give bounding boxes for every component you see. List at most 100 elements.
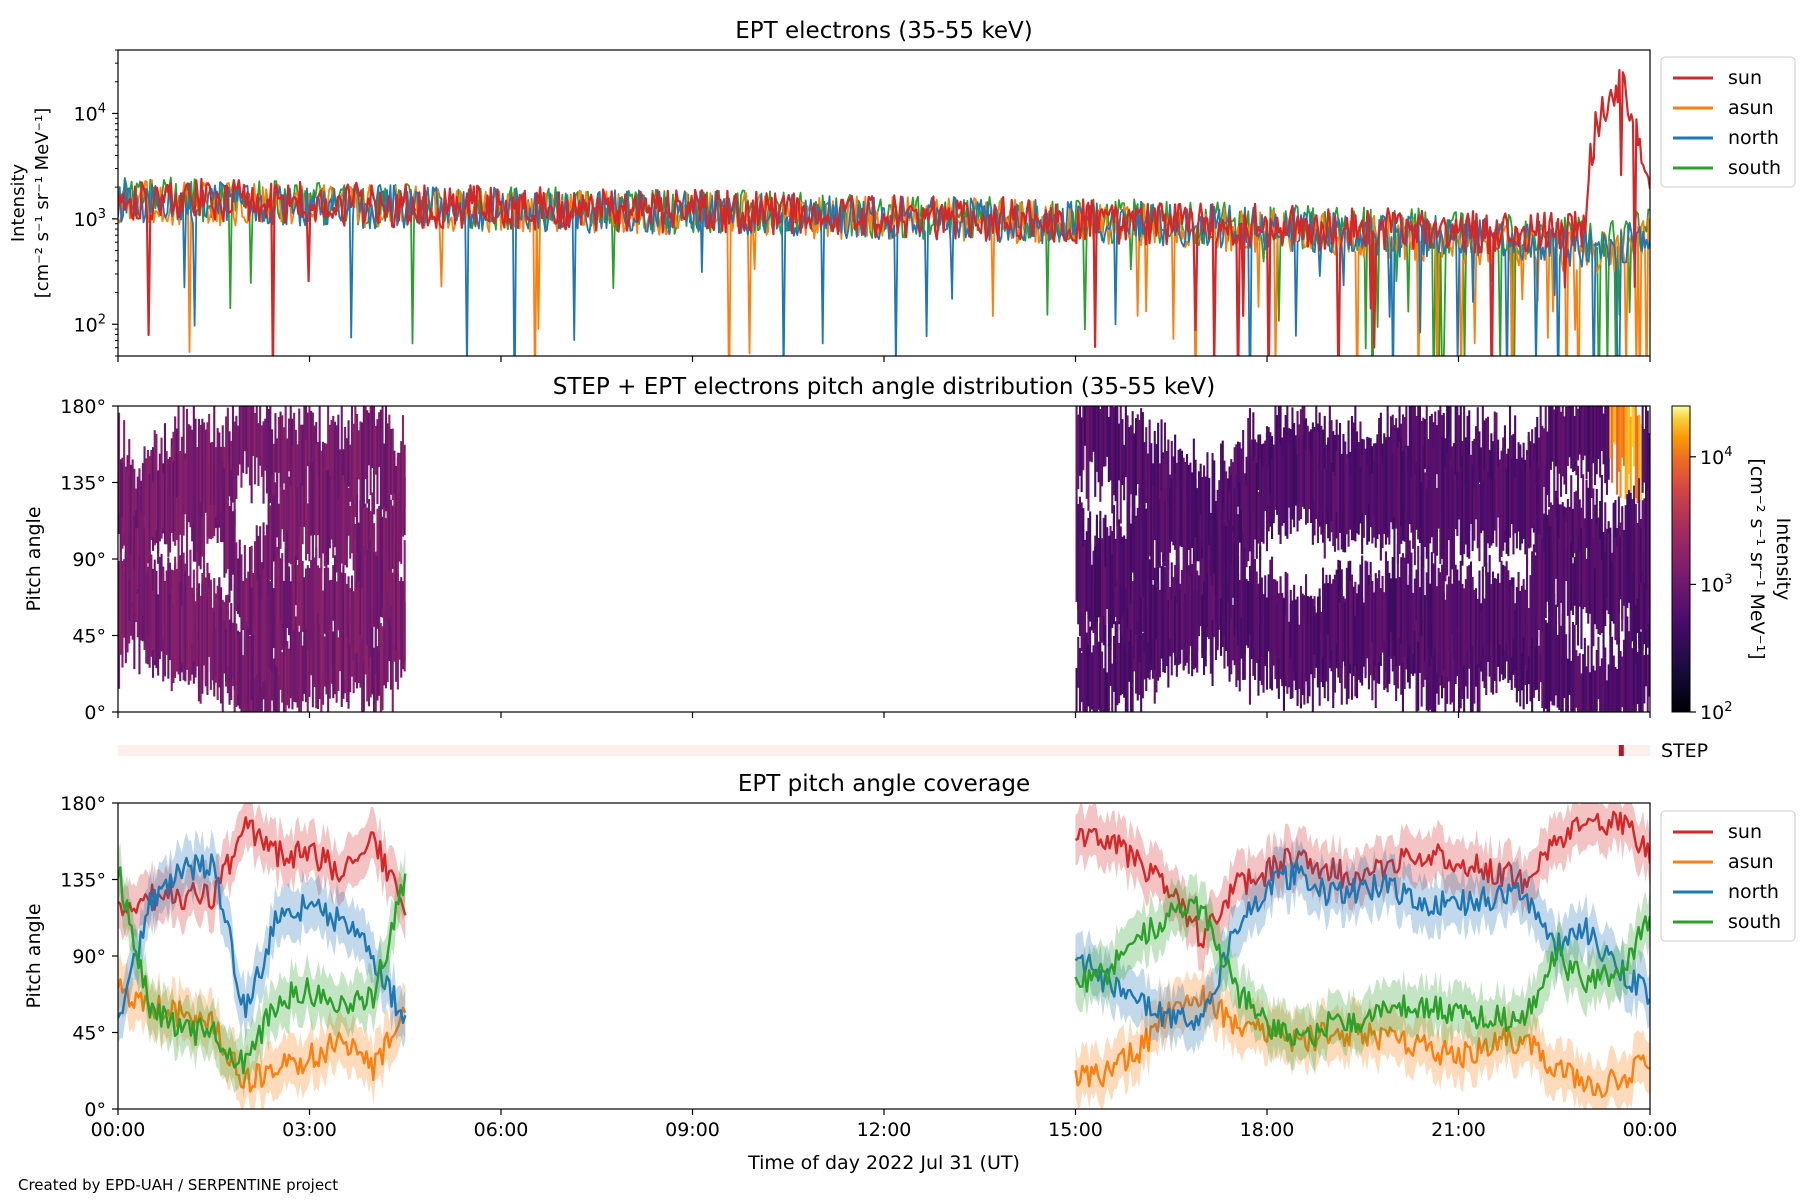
pad-cell	[350, 575, 353, 645]
pad-cell	[1136, 414, 1139, 485]
colorbar-tick-label: 103	[1700, 572, 1732, 596]
pad-cell	[1398, 576, 1401, 638]
pad-cell	[398, 581, 401, 639]
pad-cell	[1549, 526, 1552, 626]
pad-cell	[282, 489, 285, 542]
pad-cell	[208, 414, 211, 519]
pad-cell	[1582, 474, 1585, 589]
pad-cell	[129, 464, 132, 554]
pad-cell	[163, 582, 166, 653]
pad-cell	[1308, 596, 1311, 686]
pad-cell	[1548, 609, 1551, 712]
pad-cell	[281, 553, 284, 650]
pad-cell	[301, 424, 304, 498]
pad-cell	[373, 551, 376, 627]
pad-cell	[1597, 406, 1600, 459]
pad-cell	[357, 522, 360, 600]
pad-cell	[335, 425, 338, 486]
pad-cell	[1277, 428, 1280, 535]
pad-cell	[1473, 487, 1476, 541]
x-tick-label: 03:00	[282, 1119, 337, 1141]
pad-cell	[238, 632, 241, 709]
pad-cell	[1602, 644, 1605, 712]
pad-cell	[1578, 551, 1581, 607]
pad-cell	[1306, 624, 1309, 686]
pad-cell	[310, 560, 313, 648]
pad-cell	[1148, 559, 1151, 672]
pad-cell	[1442, 456, 1445, 570]
pad-cell	[1294, 599, 1297, 671]
pad-cell	[192, 569, 195, 662]
pad-cell	[1646, 410, 1649, 529]
pad-cell	[1548, 526, 1551, 612]
pad-cell	[1121, 536, 1124, 617]
pad-cell	[1476, 617, 1479, 712]
pad-cell	[1577, 536, 1580, 646]
pad-cell	[1614, 667, 1617, 712]
pad-cell	[301, 560, 304, 632]
pad-cell	[267, 625, 270, 712]
pad-cell	[1214, 504, 1217, 595]
pad-cell	[248, 406, 251, 486]
pad-cell	[1563, 416, 1566, 485]
pad-cell	[124, 538, 127, 650]
pad-cell	[1204, 476, 1207, 583]
pad-cell	[1361, 555, 1364, 674]
pad-cell	[169, 594, 172, 661]
pad-cell	[1203, 581, 1206, 675]
pad-cell	[1648, 563, 1650, 624]
pad-cell	[1145, 508, 1148, 597]
pad-cell	[1556, 634, 1559, 708]
pad-cell	[298, 452, 301, 567]
pad-cell	[1571, 622, 1574, 712]
pad-cell	[1605, 406, 1608, 495]
y-tick-label: 180°	[60, 793, 106, 815]
pad-cell	[1646, 489, 1649, 581]
pad-cell	[1415, 615, 1418, 712]
pad-cell	[1381, 463, 1384, 549]
pad-cell	[267, 408, 270, 522]
pad-cell	[1412, 592, 1415, 655]
pad-cell	[1383, 433, 1386, 531]
pad-cell	[288, 476, 291, 563]
pad-cell	[306, 628, 309, 712]
x-tick-label: 06:00	[474, 1119, 529, 1141]
pad-cell	[1577, 408, 1580, 461]
pad-cell	[231, 622, 234, 678]
pad-cell	[1320, 471, 1323, 535]
pad-cell	[367, 499, 370, 574]
pad-cell	[1405, 406, 1408, 503]
pad-cell	[194, 626, 197, 678]
pad-cell	[1194, 548, 1197, 668]
pad-cell	[1175, 603, 1178, 657]
pad-cell	[1345, 600, 1348, 705]
pad-cell	[1308, 450, 1311, 510]
legend4-asun-label: asun	[1728, 851, 1774, 873]
pad-cell	[284, 443, 287, 563]
pad-cell	[223, 620, 226, 674]
pad-cell	[320, 546, 323, 620]
pad-cell	[1543, 513, 1546, 581]
pad-cell	[1444, 467, 1447, 582]
pad-cell	[245, 621, 248, 712]
pad-cell	[1622, 639, 1625, 712]
pad-cell	[1386, 560, 1389, 672]
pad-cell	[1369, 574, 1372, 676]
pad-cell	[1235, 473, 1238, 555]
pad-cell	[199, 424, 202, 503]
pad-cell	[401, 581, 404, 670]
pad-cell	[1366, 464, 1369, 520]
pad-cell	[316, 565, 319, 614]
pad-cell	[1298, 624, 1301, 689]
pad-cell	[1459, 467, 1462, 556]
pad-cell	[254, 628, 257, 679]
north-coverage-band	[1075, 835, 1650, 1056]
pad-cell	[1155, 444, 1158, 501]
pad-cell	[1216, 529, 1219, 647]
pad-cell	[172, 461, 175, 542]
pad-cell	[1481, 566, 1484, 647]
pad-cell	[1094, 627, 1097, 712]
pad-cell	[119, 459, 122, 535]
pad-cell	[288, 566, 291, 636]
pad-cell	[1551, 590, 1554, 706]
